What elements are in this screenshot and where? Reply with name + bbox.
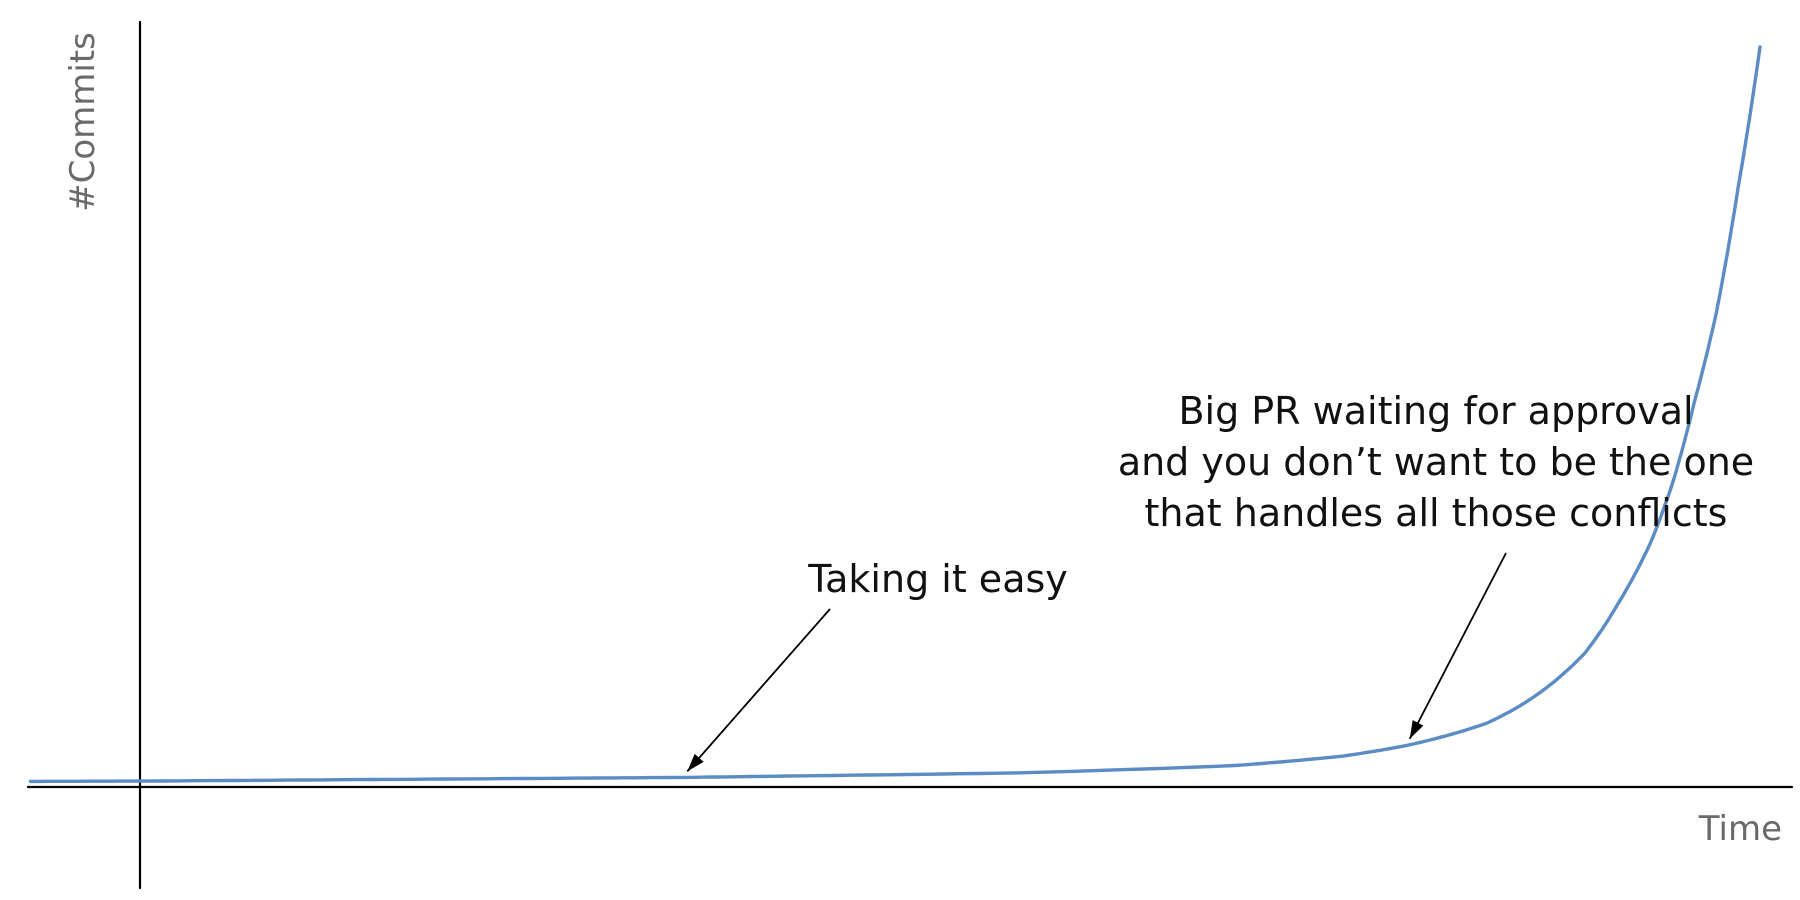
series-group <box>28 45 1762 784</box>
annotation-2-line-2: and you don’t want to be the one <box>1118 440 1754 484</box>
y-axis-label: #Commits <box>63 32 103 212</box>
annotation-2-arrow <box>1408 552 1507 740</box>
annotation-1-line-1: Taking it easy <box>807 557 1068 601</box>
annotation-1-arrowhead <box>687 753 704 772</box>
annotation-2-line-1: Big PR waiting for approval <box>1178 389 1693 433</box>
series-line-1 <box>28 45 1762 784</box>
x-axis-label: Time <box>1698 809 1782 849</box>
annotation-2-arrowhead <box>1409 720 1424 739</box>
annotations-group: Taking it easy Big PR waiting for approva… <box>686 389 1754 772</box>
annotation-1-arrow <box>686 608 831 772</box>
annotation-2-line-3: that handles all those conflicts <box>1145 491 1728 535</box>
